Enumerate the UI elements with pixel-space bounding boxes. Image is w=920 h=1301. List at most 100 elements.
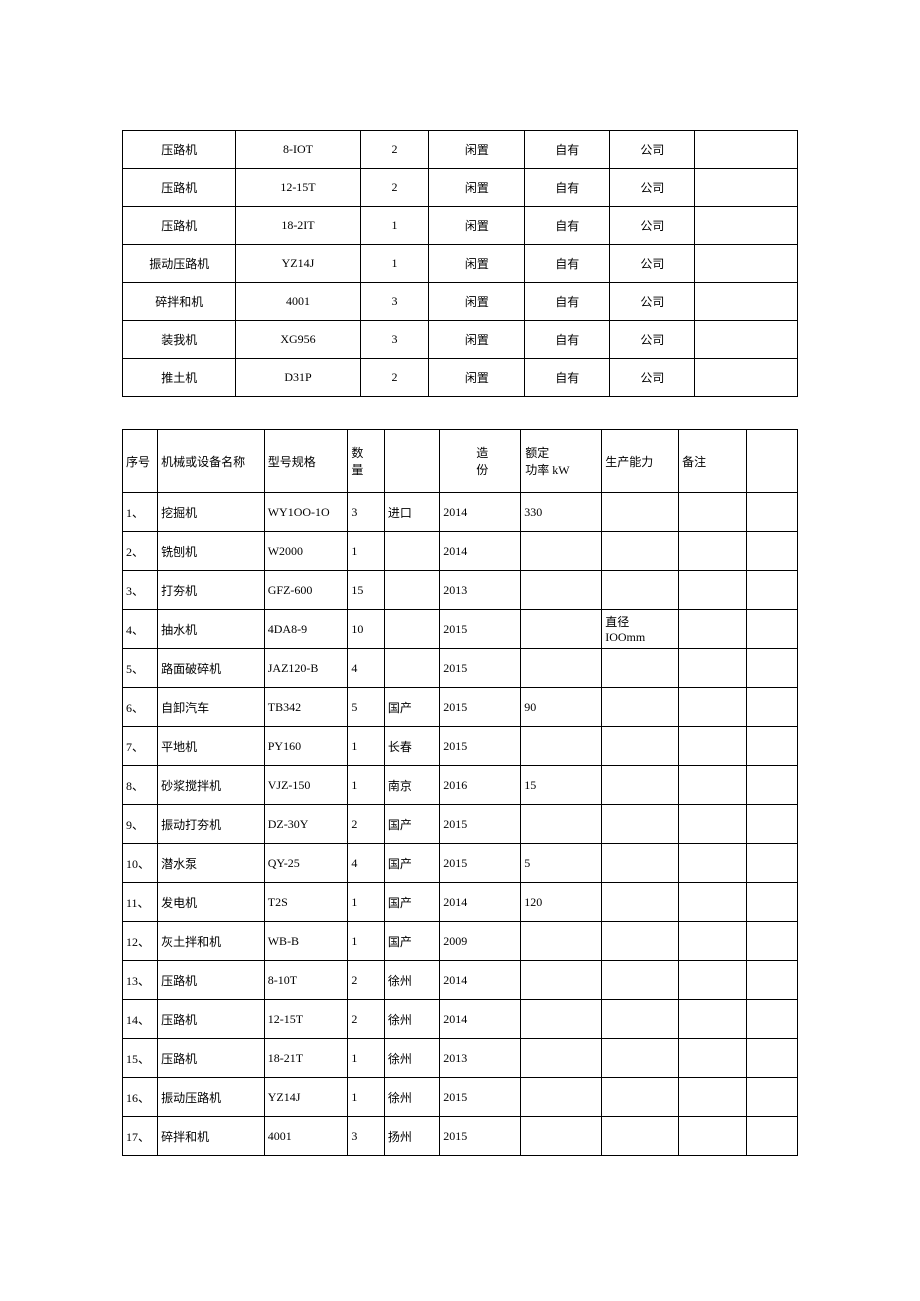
cell-origin: 南京 <box>384 766 439 805</box>
cell-name: 发电机 <box>158 883 265 922</box>
cell-qty: 2 <box>360 131 429 169</box>
cell-qty: 5 <box>348 688 384 727</box>
cell-qty: 2 <box>348 961 384 1000</box>
cell-qty: 15 <box>348 571 384 610</box>
cell-qty: 1 <box>348 1078 384 1117</box>
cell-model: DZ-30Y <box>264 805 348 844</box>
cell-model: XG956 <box>236 321 360 359</box>
cell-own: 自有 <box>525 131 610 169</box>
table-row: 3、打夯机GFZ-600152013 <box>123 571 798 610</box>
table-row: 12、灰土拌和机WB-B1国产2009 <box>123 922 798 961</box>
cell-capacity <box>602 1000 679 1039</box>
cell-own: 自有 <box>525 169 610 207</box>
cell-capacity <box>602 493 679 532</box>
table-row: 9、振动打夯机DZ-30Y2国产2015 <box>123 805 798 844</box>
cell-blank <box>746 922 797 961</box>
cell-blank <box>746 1117 797 1156</box>
cell-power <box>521 727 602 766</box>
cell-blank <box>746 493 797 532</box>
cell-origin: 国产 <box>384 883 439 922</box>
cell-qty: 3 <box>348 1117 384 1156</box>
cell-model: 4001 <box>264 1117 348 1156</box>
cell-power <box>521 1039 602 1078</box>
cell-year: 2014 <box>440 961 521 1000</box>
cell-model: 8-IOT <box>236 131 360 169</box>
cell-qty: 1 <box>348 922 384 961</box>
hdr-blank <box>746 430 797 493</box>
cell-own: 自有 <box>525 321 610 359</box>
table-row: 5、路面破碎机JAZ120-B42015 <box>123 649 798 688</box>
cell-model: 8-10T <box>264 961 348 1000</box>
cell-model: YZ14J <box>236 245 360 283</box>
cell-note <box>679 1039 747 1078</box>
cell-name: 压路机 <box>158 1000 265 1039</box>
cell-origin: 徐州 <box>384 961 439 1000</box>
equipment-status-table: 压路机8-IOT2闲置自有公司压路机12-15T2闲置自有公司压路机18-2IT… <box>122 130 798 397</box>
cell-model: PY160 <box>264 727 348 766</box>
cell-year: 2015 <box>440 688 521 727</box>
cell-model: W2000 <box>264 532 348 571</box>
cell-name: 压路机 <box>158 961 265 1000</box>
cell-qty: 2 <box>348 805 384 844</box>
hdr-power-text: 额定 功率 kW <box>525 446 569 477</box>
cell-qty: 3 <box>360 321 429 359</box>
cell-seq: 12、 <box>123 922 158 961</box>
cell-year: 2015 <box>440 844 521 883</box>
cell-seq: 6、 <box>123 688 158 727</box>
cell-own: 自有 <box>525 207 610 245</box>
cell-seq: 14、 <box>123 1000 158 1039</box>
cell-blank <box>746 532 797 571</box>
cell-qty: 2 <box>360 169 429 207</box>
cell-qty: 1 <box>360 207 429 245</box>
hdr-year: 造 份 <box>440 430 521 493</box>
cell-note <box>695 131 798 169</box>
cell-seq: 10、 <box>123 844 158 883</box>
cell-blank <box>746 610 797 649</box>
cell-note <box>679 844 747 883</box>
cell-power <box>521 610 602 649</box>
cell-power <box>521 571 602 610</box>
cell-status: 闲置 <box>429 321 525 359</box>
cell-model: WY1OO-1O <box>264 493 348 532</box>
table-row: 压路机8-IOT2闲置自有公司 <box>123 131 798 169</box>
cell-capacity <box>602 844 679 883</box>
cell-model: 18-2IT <box>236 207 360 245</box>
cell-blank <box>746 883 797 922</box>
cell-blank <box>746 649 797 688</box>
cell-model: WB-B <box>264 922 348 961</box>
table2-head: 序号 机械或设备名称 型号规格 数 量 造 份 额定 功率 kW 生产能力 备注 <box>123 430 798 493</box>
cell-qty: 1 <box>360 245 429 283</box>
cell-qty: 4 <box>348 649 384 688</box>
cell-qty: 3 <box>360 283 429 321</box>
cell-qty: 2 <box>348 1000 384 1039</box>
cell-note <box>679 805 747 844</box>
table-row: 碎拌和机40013闲置自有公司 <box>123 283 798 321</box>
cell-name: 碎拌和机 <box>123 283 236 321</box>
cell-blank <box>746 1078 797 1117</box>
cell-year: 2014 <box>440 883 521 922</box>
table-row: 压路机18-2IT1闲置自有公司 <box>123 207 798 245</box>
table-row: 1、挖掘机WY1OO-1O3进口2014330 <box>123 493 798 532</box>
cell-origin: 扬州 <box>384 1117 439 1156</box>
table-row: 14、压路机12-15T2徐州2014 <box>123 1000 798 1039</box>
cell-own: 自有 <box>525 283 610 321</box>
cell-name: 自卸汽车 <box>158 688 265 727</box>
cell-power <box>521 805 602 844</box>
cell-capacity <box>602 1078 679 1117</box>
cell-note <box>679 883 747 922</box>
cell-loc: 公司 <box>610 131 695 169</box>
cell-note <box>679 1078 747 1117</box>
cell-power: 90 <box>521 688 602 727</box>
cell-model: QY-25 <box>264 844 348 883</box>
cell-seq: 7、 <box>123 727 158 766</box>
cell-year: 2013 <box>440 1039 521 1078</box>
cell-model: 4001 <box>236 283 360 321</box>
cell-power: 5 <box>521 844 602 883</box>
cell-year: 2009 <box>440 922 521 961</box>
cell-note <box>679 532 747 571</box>
cell-origin: 国产 <box>384 688 439 727</box>
cell-loc: 公司 <box>610 207 695 245</box>
table-row: 13、压路机8-10T2徐州2014 <box>123 961 798 1000</box>
cell-status: 闲置 <box>429 169 525 207</box>
cell-note <box>679 1000 747 1039</box>
